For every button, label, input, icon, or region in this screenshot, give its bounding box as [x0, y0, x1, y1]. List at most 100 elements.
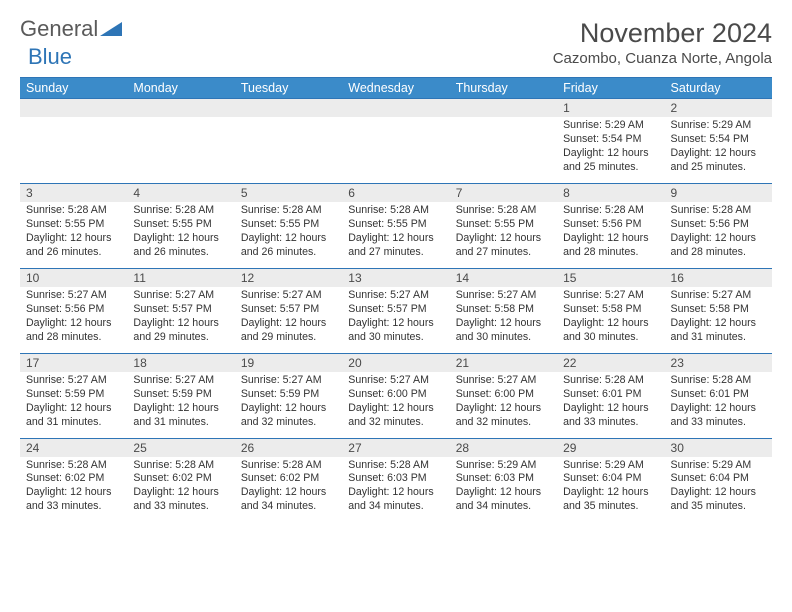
- daylight-text: Daylight: 12 hours and 33 minutes.: [671, 402, 766, 430]
- week-row: 17Sunrise: 5:27 AMSunset: 5:59 PMDayligh…: [20, 353, 772, 438]
- logo-triangle-icon: [100, 21, 122, 37]
- daylight-text: Daylight: 12 hours and 33 minutes.: [26, 486, 121, 514]
- sunset-text: Sunset: 5:55 PM: [133, 218, 228, 232]
- month-title: November 2024: [553, 18, 772, 49]
- day-number: 24: [20, 438, 127, 457]
- day-details: Sunrise: 5:27 AMSunset: 5:58 PMDaylight:…: [450, 287, 557, 353]
- sunset-text: Sunset: 5:57 PM: [133, 303, 228, 317]
- daylight-text: Daylight: 12 hours and 35 minutes.: [563, 486, 658, 514]
- day-details: Sunrise: 5:28 AMSunset: 6:01 PMDaylight:…: [557, 372, 664, 438]
- day-details: Sunrise: 5:27 AMSunset: 5:58 PMDaylight:…: [665, 287, 772, 353]
- day-cell: 8Sunrise: 5:28 AMSunset: 5:56 PMDaylight…: [557, 183, 664, 268]
- daylight-text: Daylight: 12 hours and 32 minutes.: [241, 402, 336, 430]
- day-number: [20, 98, 127, 117]
- day-details: Sunrise: 5:28 AMSunset: 6:01 PMDaylight:…: [665, 372, 772, 438]
- day-number: 16: [665, 268, 772, 287]
- daylight-text: Daylight: 12 hours and 30 minutes.: [563, 317, 658, 345]
- day-cell: 5Sunrise: 5:28 AMSunset: 5:55 PMDaylight…: [235, 183, 342, 268]
- daylight-text: Daylight: 12 hours and 29 minutes.: [241, 317, 336, 345]
- sunset-text: Sunset: 5:58 PM: [563, 303, 658, 317]
- day-cell: 13Sunrise: 5:27 AMSunset: 5:57 PMDayligh…: [342, 268, 449, 353]
- day-cell: [127, 98, 234, 183]
- daylight-text: Daylight: 12 hours and 28 minutes.: [671, 232, 766, 260]
- daylight-text: Daylight: 12 hours and 31 minutes.: [133, 402, 228, 430]
- daylight-text: Daylight: 12 hours and 32 minutes.: [348, 402, 443, 430]
- day-cell: 17Sunrise: 5:27 AMSunset: 5:59 PMDayligh…: [20, 353, 127, 438]
- day-details: [342, 117, 449, 173]
- day-number: 21: [450, 353, 557, 372]
- day-number: 17: [20, 353, 127, 372]
- daylight-text: Daylight: 12 hours and 29 minutes.: [133, 317, 228, 345]
- day-details: Sunrise: 5:28 AMSunset: 6:02 PMDaylight:…: [20, 457, 127, 523]
- day-cell: 14Sunrise: 5:27 AMSunset: 5:58 PMDayligh…: [450, 268, 557, 353]
- day-number: 22: [557, 353, 664, 372]
- day-number: 30: [665, 438, 772, 457]
- dow-thursday: Thursday: [450, 78, 557, 99]
- sunrise-text: Sunrise: 5:27 AM: [133, 289, 228, 303]
- sunrise-text: Sunrise: 5:28 AM: [26, 204, 121, 218]
- daylight-text: Daylight: 12 hours and 25 minutes.: [563, 147, 658, 175]
- day-number: 20: [342, 353, 449, 372]
- day-cell: 20Sunrise: 5:27 AMSunset: 6:00 PMDayligh…: [342, 353, 449, 438]
- day-cell: 21Sunrise: 5:27 AMSunset: 6:00 PMDayligh…: [450, 353, 557, 438]
- sunset-text: Sunset: 6:03 PM: [456, 472, 551, 486]
- day-cell: 29Sunrise: 5:29 AMSunset: 6:04 PMDayligh…: [557, 438, 664, 523]
- day-number: 10: [20, 268, 127, 287]
- day-details: [235, 117, 342, 173]
- daylight-text: Daylight: 12 hours and 26 minutes.: [241, 232, 336, 260]
- calendar-table: Sunday Monday Tuesday Wednesday Thursday…: [20, 77, 772, 522]
- calendar-body: 1Sunrise: 5:29 AMSunset: 5:54 PMDaylight…: [20, 98, 772, 522]
- daylight-text: Daylight: 12 hours and 34 minutes.: [348, 486, 443, 514]
- day-number: 28: [450, 438, 557, 457]
- sunrise-text: Sunrise: 5:27 AM: [456, 374, 551, 388]
- day-number: 6: [342, 183, 449, 202]
- day-cell: 30Sunrise: 5:29 AMSunset: 6:04 PMDayligh…: [665, 438, 772, 523]
- sunrise-text: Sunrise: 5:27 AM: [563, 289, 658, 303]
- day-number: 5: [235, 183, 342, 202]
- day-cell: 6Sunrise: 5:28 AMSunset: 5:55 PMDaylight…: [342, 183, 449, 268]
- sunset-text: Sunset: 5:56 PM: [26, 303, 121, 317]
- dow-tuesday: Tuesday: [235, 78, 342, 99]
- day-details: Sunrise: 5:27 AMSunset: 5:57 PMDaylight:…: [127, 287, 234, 353]
- day-details: Sunrise: 5:28 AMSunset: 6:03 PMDaylight:…: [342, 457, 449, 523]
- day-details: Sunrise: 5:29 AMSunset: 6:04 PMDaylight:…: [665, 457, 772, 523]
- brand-word1: General: [20, 18, 98, 40]
- day-number: 4: [127, 183, 234, 202]
- day-number: 8: [557, 183, 664, 202]
- day-number: 11: [127, 268, 234, 287]
- sunset-text: Sunset: 5:55 PM: [241, 218, 336, 232]
- sunrise-text: Sunrise: 5:28 AM: [348, 459, 443, 473]
- day-cell: 18Sunrise: 5:27 AMSunset: 5:59 PMDayligh…: [127, 353, 234, 438]
- brand-logo: General: [20, 18, 122, 40]
- sunset-text: Sunset: 5:58 PM: [671, 303, 766, 317]
- day-cell: 11Sunrise: 5:27 AMSunset: 5:57 PMDayligh…: [127, 268, 234, 353]
- sunrise-text: Sunrise: 5:28 AM: [456, 204, 551, 218]
- day-details: Sunrise: 5:28 AMSunset: 5:55 PMDaylight:…: [20, 202, 127, 268]
- header: General November 2024 Cazombo, Cuanza No…: [20, 18, 772, 67]
- daylight-text: Daylight: 12 hours and 26 minutes.: [133, 232, 228, 260]
- day-cell: 22Sunrise: 5:28 AMSunset: 6:01 PMDayligh…: [557, 353, 664, 438]
- day-cell: 27Sunrise: 5:28 AMSunset: 6:03 PMDayligh…: [342, 438, 449, 523]
- day-cell: [235, 98, 342, 183]
- daylight-text: Daylight: 12 hours and 27 minutes.: [348, 232, 443, 260]
- daylight-text: Daylight: 12 hours and 35 minutes.: [671, 486, 766, 514]
- day-number: 13: [342, 268, 449, 287]
- sunrise-text: Sunrise: 5:28 AM: [563, 204, 658, 218]
- day-cell: [450, 98, 557, 183]
- dow-sunday: Sunday: [20, 78, 127, 99]
- sunset-text: Sunset: 6:02 PM: [133, 472, 228, 486]
- day-details: Sunrise: 5:29 AMSunset: 5:54 PMDaylight:…: [557, 117, 664, 183]
- sunrise-text: Sunrise: 5:27 AM: [241, 289, 336, 303]
- day-cell: 16Sunrise: 5:27 AMSunset: 5:58 PMDayligh…: [665, 268, 772, 353]
- day-details: Sunrise: 5:27 AMSunset: 5:57 PMDaylight:…: [235, 287, 342, 353]
- day-details: Sunrise: 5:27 AMSunset: 5:56 PMDaylight:…: [20, 287, 127, 353]
- daylight-text: Daylight: 12 hours and 25 minutes.: [671, 147, 766, 175]
- sunrise-text: Sunrise: 5:28 AM: [241, 459, 336, 473]
- day-cell: 3Sunrise: 5:28 AMSunset: 5:55 PMDaylight…: [20, 183, 127, 268]
- daylight-text: Daylight: 12 hours and 30 minutes.: [348, 317, 443, 345]
- title-block: November 2024 Cazombo, Cuanza Norte, Ang…: [553, 18, 772, 67]
- sunrise-text: Sunrise: 5:28 AM: [133, 459, 228, 473]
- sunset-text: Sunset: 5:55 PM: [348, 218, 443, 232]
- day-details: Sunrise: 5:29 AMSunset: 6:03 PMDaylight:…: [450, 457, 557, 523]
- day-details: Sunrise: 5:27 AMSunset: 5:58 PMDaylight:…: [557, 287, 664, 353]
